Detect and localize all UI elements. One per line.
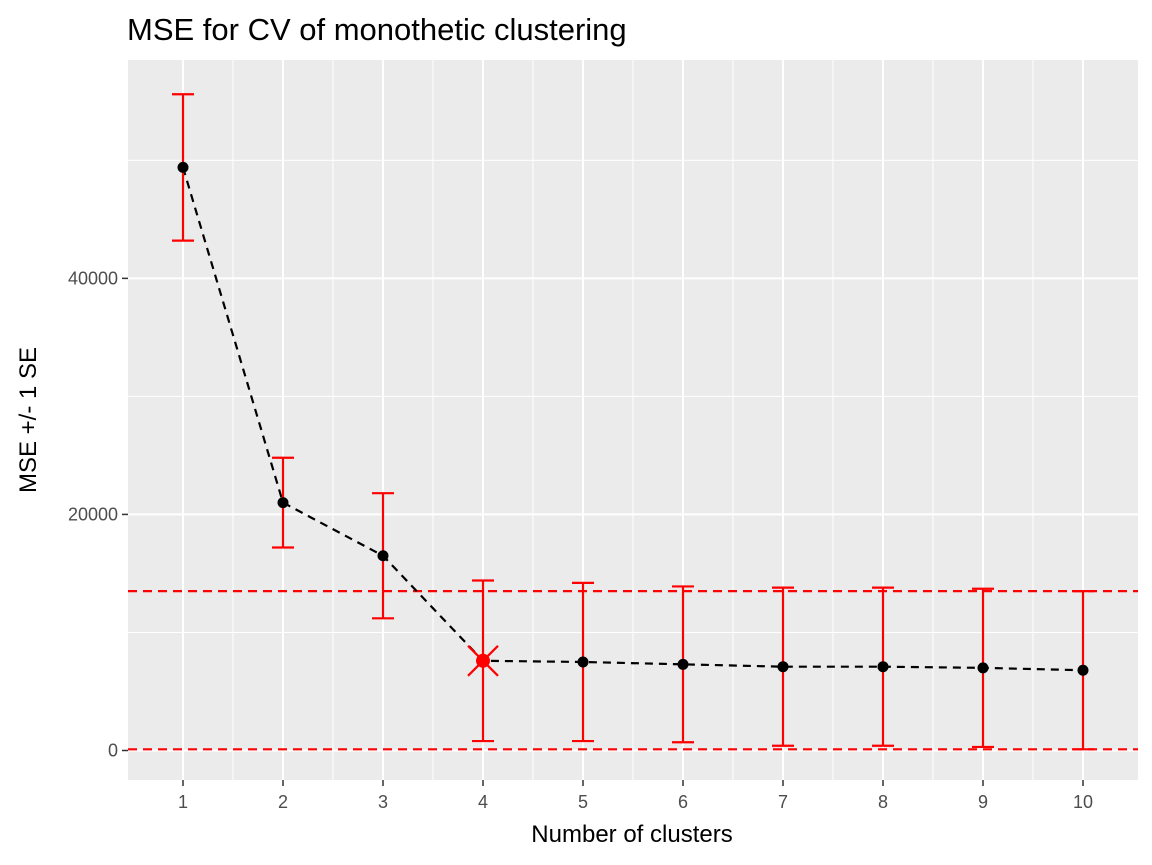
data-point bbox=[677, 658, 689, 670]
minor-gridlines bbox=[128, 60, 1138, 780]
chart-title: MSE for CV of monothetic clustering bbox=[127, 12, 627, 47]
series-line-group bbox=[181, 167, 1084, 672]
data-point bbox=[577, 656, 589, 668]
x-tick-label: 5 bbox=[578, 792, 588, 812]
x-tick-label: 9 bbox=[978, 792, 988, 812]
x-tick-label: 2 bbox=[278, 792, 288, 812]
x-axis-title: Number of clusters bbox=[531, 821, 732, 848]
y-tick-label: 40000 bbox=[68, 268, 118, 288]
data-point bbox=[177, 161, 189, 173]
data-points bbox=[177, 161, 1089, 676]
reference-lines bbox=[128, 590, 1138, 751]
data-point bbox=[877, 661, 889, 673]
y-tick-label: 0 bbox=[108, 740, 118, 760]
data-point bbox=[1077, 664, 1089, 676]
series-line bbox=[181, 167, 1084, 672]
x-tick-label: 6 bbox=[678, 792, 688, 812]
y-axis-title: MSE +/- 1 SE bbox=[15, 347, 42, 493]
x-tick-label: 1 bbox=[178, 792, 188, 812]
data-point bbox=[377, 550, 389, 562]
data-point bbox=[277, 497, 289, 509]
highlight-marker-group bbox=[467, 645, 499, 677]
y-tick-label: 20000 bbox=[68, 504, 118, 524]
data-point bbox=[977, 662, 989, 674]
axis-ticks bbox=[122, 277, 1084, 786]
x-tick-label: 7 bbox=[778, 792, 788, 812]
x-tick-label: 10 bbox=[1073, 792, 1093, 812]
tick-labels: 0 20000 40000 1 2 3 4 5 6 7 8 9 10 bbox=[68, 268, 1093, 812]
data-point bbox=[777, 661, 789, 673]
highlight-cross-stroke bbox=[467, 645, 499, 677]
x-tick-label: 8 bbox=[878, 792, 888, 812]
x-tick-label: 3 bbox=[378, 792, 388, 812]
x-tick-label: 4 bbox=[478, 792, 488, 812]
